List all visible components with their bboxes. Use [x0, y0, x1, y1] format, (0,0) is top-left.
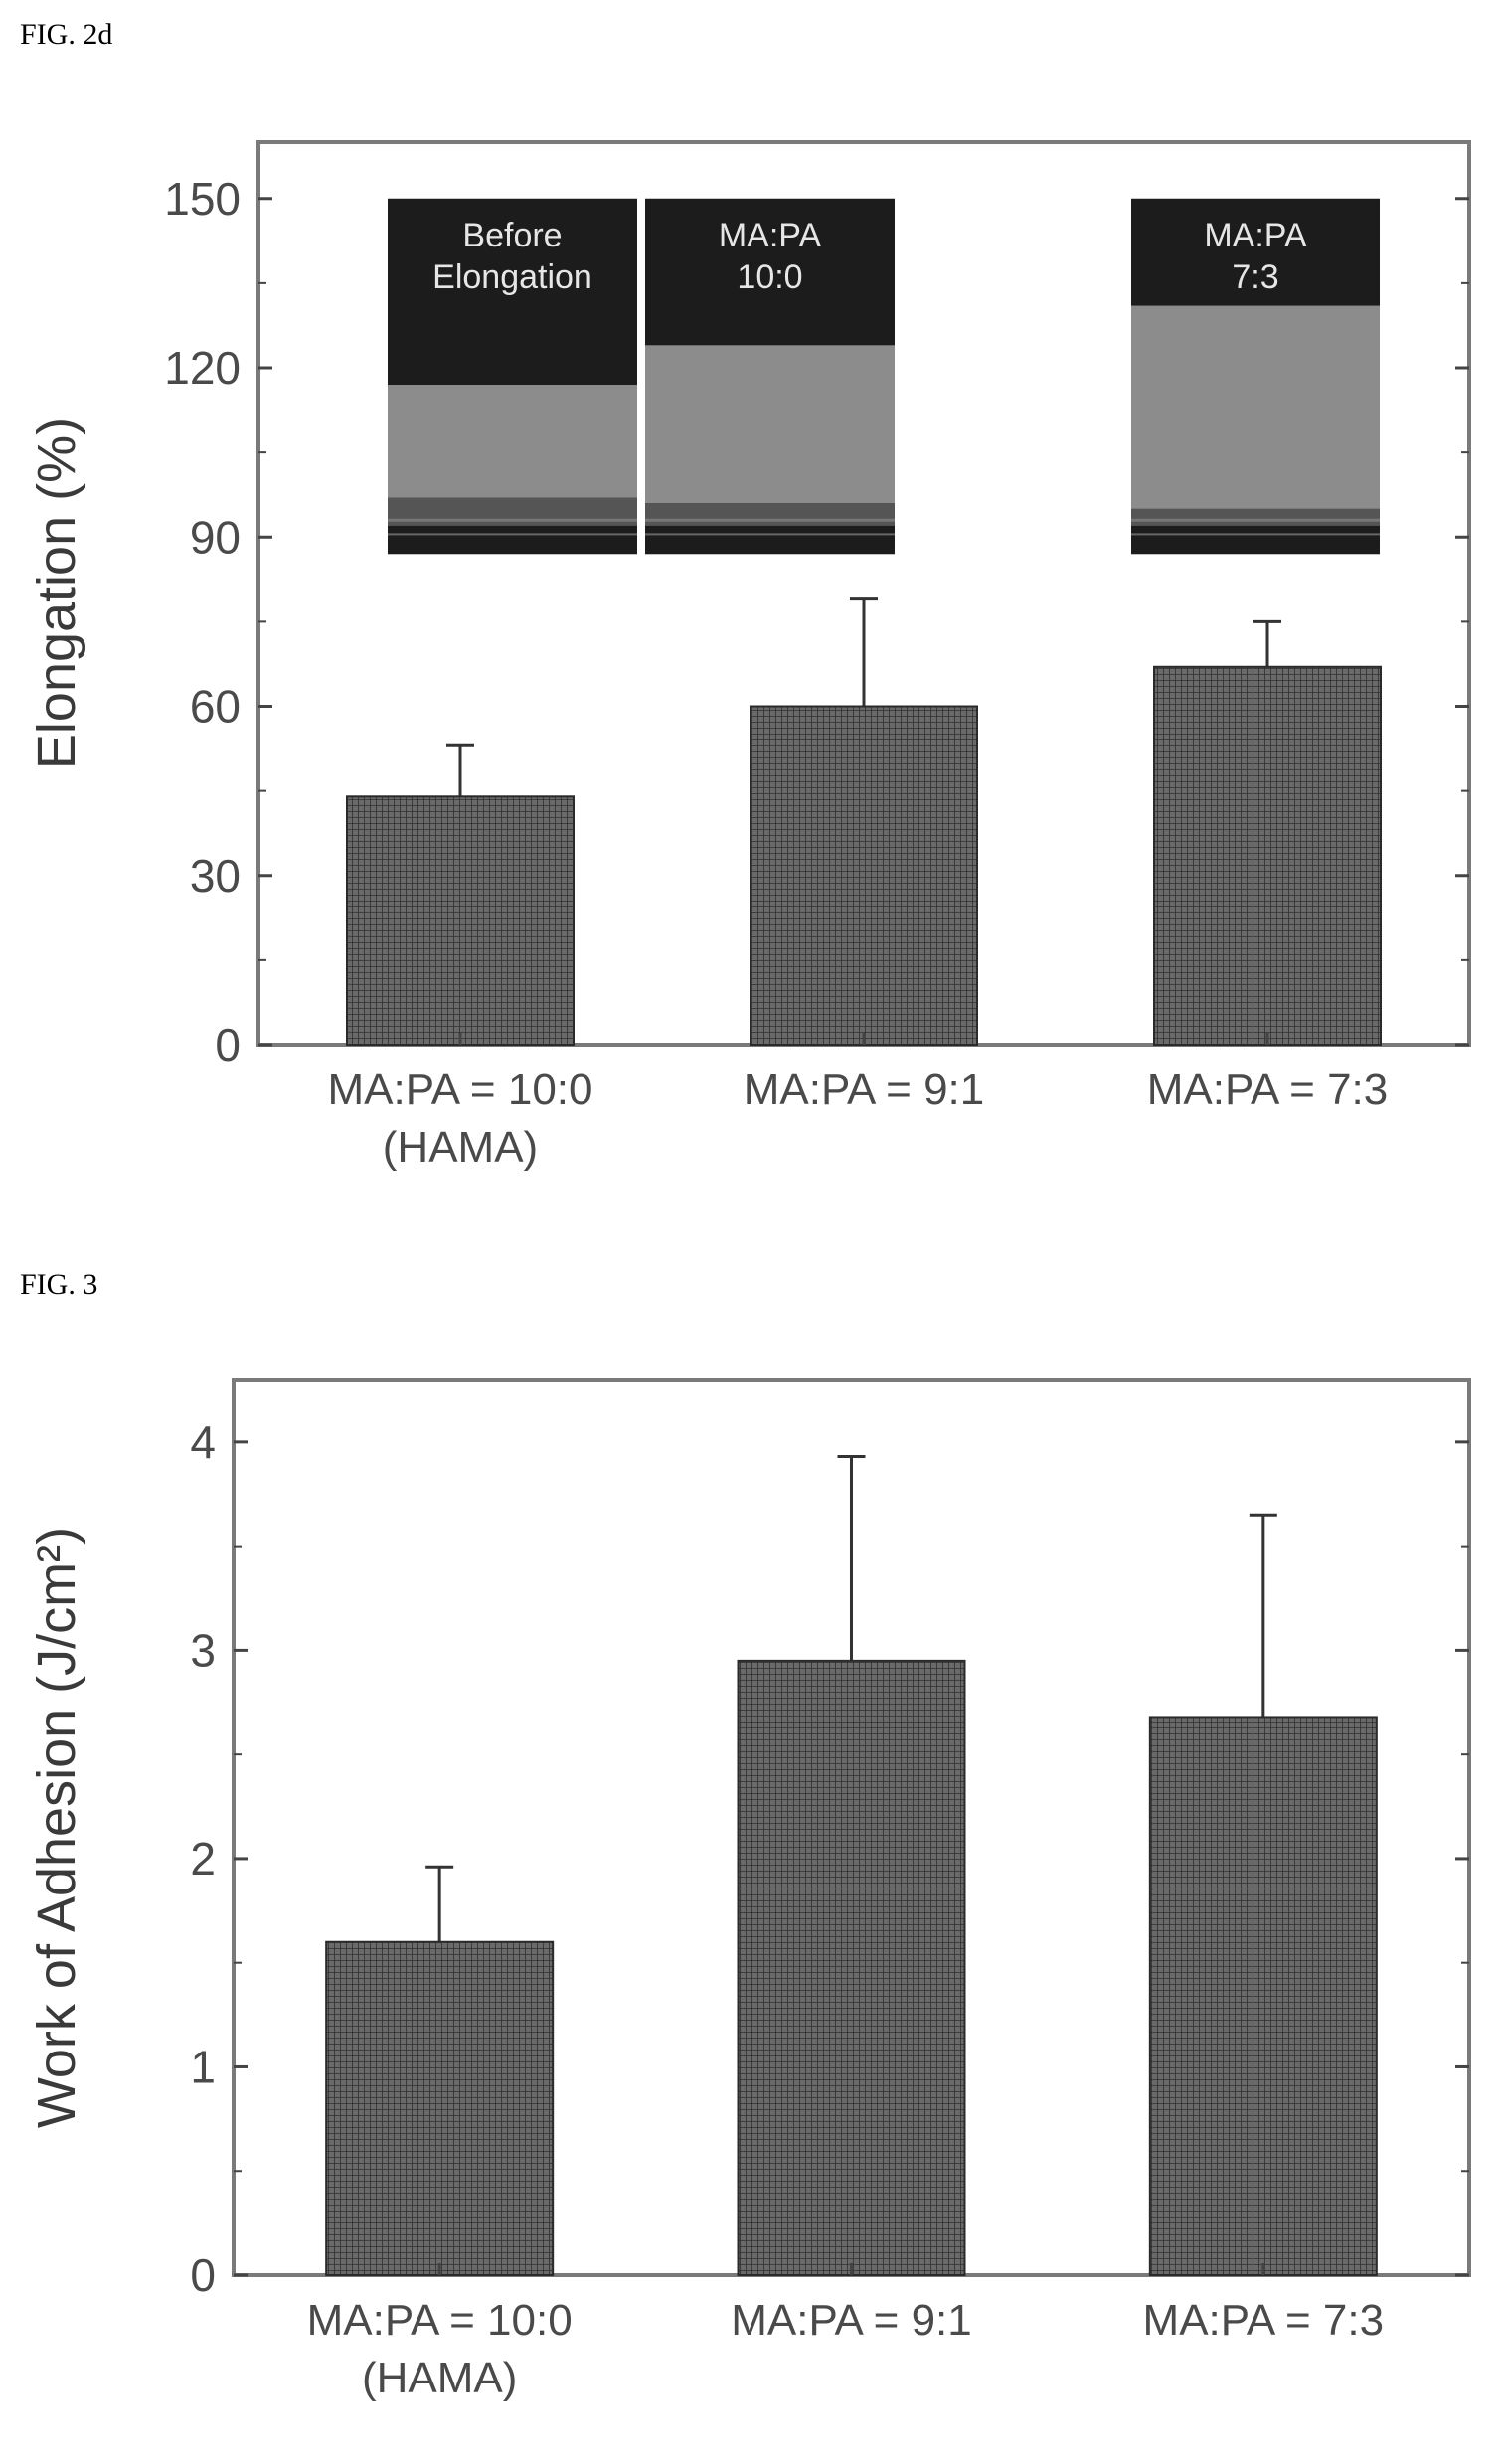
x-category-label: (HAMA) — [362, 2354, 517, 2402]
y-tick-label: 4 — [190, 1416, 216, 1468]
fig3-label: FIG. 3 — [20, 1268, 98, 1301]
x-category-label: MA:PA = 9:1 — [744, 1066, 985, 1114]
y-tick-label: 120 — [164, 342, 241, 394]
inset-caption: 10:0 — [737, 258, 802, 296]
bar — [1148, 1716, 1378, 2276]
inset-caption: MA:PA — [1204, 217, 1307, 254]
inset-caption: Elongation — [432, 258, 592, 296]
inset-sample-band — [388, 385, 637, 498]
fig2d-label: FIG. 2d — [20, 18, 113, 51]
y-axis-label: Work of Adhesion (J/cm²) — [27, 1527, 86, 2128]
x-category-label: (HAMA) — [383, 1123, 538, 1172]
inset-caption: 7:3 — [1232, 258, 1278, 296]
y-tick-label: 1 — [190, 2041, 216, 2092]
bar — [325, 1940, 555, 2277]
bar — [750, 705, 978, 1046]
bar — [737, 1659, 966, 2277]
work-of-adhesion-chart: 0 1 2 3 4 Work of Adhesion (J/cm²) MA:PA = 10:… — [27, 1378, 1471, 2402]
x-category-label: MA:PA = 10:0 — [307, 2296, 573, 2345]
y-tick-label: 90 — [190, 511, 241, 563]
inset-caption: Before — [462, 217, 562, 254]
y-tick-label: 60 — [190, 681, 241, 733]
inset-clamp — [1131, 508, 1380, 526]
y-tick-label: 150 — [164, 173, 241, 225]
x-category-label: MA:PA = 7:3 — [1147, 1066, 1389, 1114]
inset-photo: MA:PA 10:0 — [645, 198, 895, 555]
inset-photo: MA:PA 7:3 — [1131, 198, 1380, 555]
y-tick-label: 2 — [190, 1833, 216, 1885]
inset-caption: MA:PA — [719, 217, 822, 254]
inset-photo: Before Elongation — [388, 198, 637, 555]
y-tick-label: 3 — [190, 1624, 216, 1676]
x-category-label: MA:PA = 7:3 — [1143, 2296, 1385, 2345]
inset-clamp — [645, 503, 895, 526]
inset-sample-band — [1131, 305, 1380, 509]
y-tick-label: 30 — [190, 850, 241, 902]
y-tick-label: 0 — [190, 2249, 216, 2301]
x-category-label: MA:PA = 9:1 — [731, 2296, 972, 2345]
inset-sample-band — [645, 345, 895, 504]
x-category-label: MA:PA = 10:0 — [327, 1066, 592, 1114]
bar — [1153, 665, 1382, 1047]
y-tick-label: 0 — [215, 1019, 241, 1070]
y-axis-label: Elongation (%) — [27, 417, 86, 769]
elongation-chart: 0 30 60 90 120 150 Elongation (%) MA:PA = 10:0 (… — [27, 140, 1471, 1172]
bar — [346, 795, 575, 1046]
